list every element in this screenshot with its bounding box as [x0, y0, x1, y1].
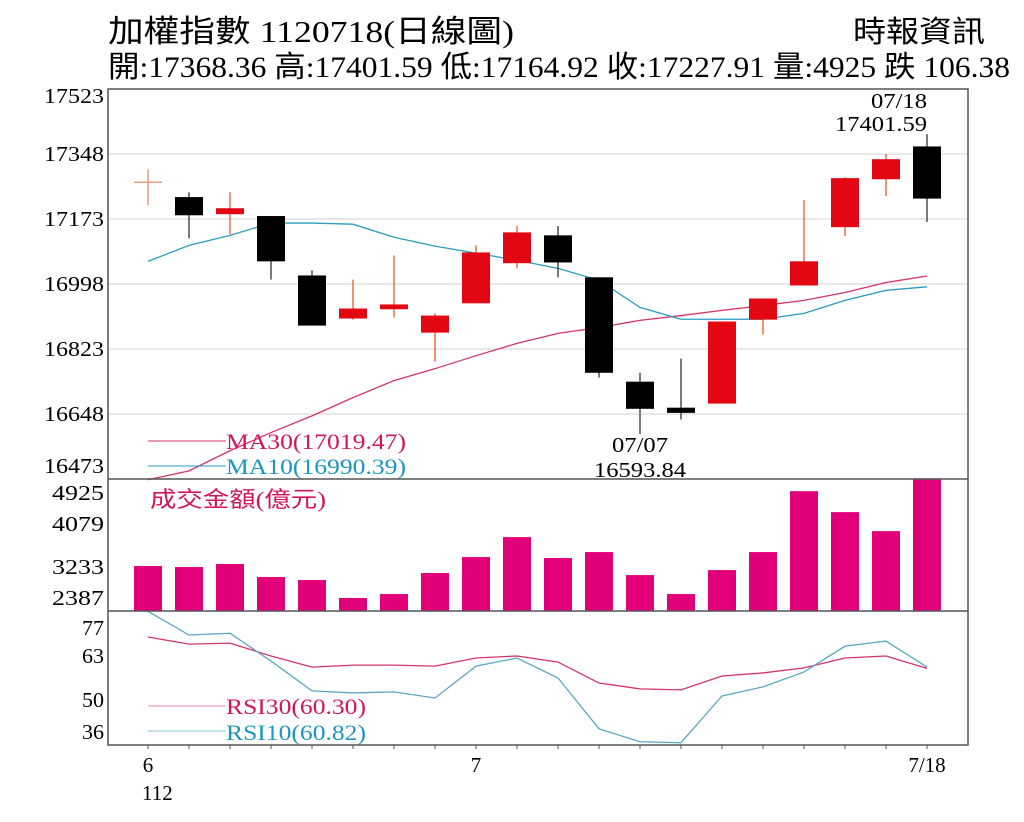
volume-bar	[175, 567, 203, 611]
candle-up	[216, 208, 244, 215]
candle-down	[667, 407, 695, 413]
low-annotation-value: 16593.84	[594, 458, 687, 482]
volume-bar	[626, 575, 654, 611]
volume-bar	[831, 512, 859, 611]
plot-frame	[107, 88, 969, 746]
volume-bar	[872, 531, 900, 611]
volume-bar	[585, 552, 613, 611]
rsi10-legend: RSI10(60.82)	[226, 720, 366, 745]
x-tick-label: 6	[143, 753, 154, 777]
candle-up	[872, 159, 900, 180]
candle-up	[790, 261, 818, 286]
chart-title: 加權指數 1120718(日線圖)	[108, 14, 514, 49]
ohlc-stats: 開:17368.36 高:17401.59 低:17164.92 收:17227…	[108, 51, 1010, 84]
candle-up	[831, 178, 859, 228]
price-tick-label: 17173	[44, 207, 104, 231]
rsi-tick-label: 50	[82, 688, 104, 712]
rsi30-line	[147, 636, 928, 691]
volume-bars	[134, 479, 941, 611]
volume-bar	[503, 537, 531, 611]
price-tick-label: 17348	[44, 142, 104, 166]
volume-bar	[749, 552, 777, 611]
volume-bar	[421, 573, 449, 611]
candle-down	[585, 277, 613, 373]
indicator-lines	[147, 222, 928, 744]
high-annotation-value: 17401.59	[835, 112, 927, 136]
volume-bar	[790, 491, 818, 611]
axis-labels: 17523 17348 17173 16998 16823 16648 16473 4925 4…	[44, 84, 946, 805]
candle-up	[749, 298, 777, 320]
candle-down	[298, 275, 326, 326]
candle-up	[462, 252, 490, 304]
rsi-tick-label: 36	[82, 720, 104, 744]
volume-bar	[257, 577, 285, 611]
volume-bar	[913, 479, 941, 611]
rsi-tick-label: 63	[82, 644, 104, 668]
price-tick-label: 16473	[44, 454, 104, 478]
candle-up	[380, 304, 408, 310]
price-tick-label: 16823	[44, 337, 104, 361]
ma30-legend: MA30(17019.47)	[226, 429, 406, 454]
volume-bar	[462, 557, 490, 611]
x-tick-sublabel: 112	[142, 781, 173, 805]
candle-down	[544, 235, 572, 263]
candlesticks	[134, 134, 941, 435]
volume-bar	[298, 580, 326, 611]
volume-bar	[380, 594, 408, 611]
candle-up	[503, 232, 531, 264]
volume-tick-label: 3233	[52, 555, 104, 579]
candle-down	[257, 216, 285, 262]
volume-bar	[134, 566, 162, 611]
volume-bar	[708, 570, 736, 611]
candle-down	[175, 197, 203, 216]
rsi30-legend: RSI30(60.30)	[226, 694, 366, 719]
ma10-legend: MA10(16990.39)	[226, 454, 406, 479]
candle-down	[626, 381, 654, 409]
price-tick-label: 17523	[44, 84, 104, 108]
volume-tick-label: 2387	[52, 586, 104, 610]
candle-up	[421, 315, 449, 333]
candle-up	[339, 308, 367, 319]
candle-up	[708, 321, 736, 404]
gridlines	[108, 153, 968, 415]
low-annotation-date: 07/07	[612, 433, 668, 457]
high-annotation-date: 07/18	[871, 89, 927, 113]
x-tick-label: 7	[471, 753, 482, 777]
volume-tick-label: 4925	[52, 481, 104, 505]
ma30-line	[147, 275, 928, 481]
volume-bar	[667, 594, 695, 611]
x-tick-label: 7/18	[908, 753, 945, 777]
candle-down	[913, 146, 941, 199]
source-label: 時報資訊	[853, 16, 985, 49]
volume-bar	[544, 558, 572, 611]
rsi-tick-label: 77	[82, 616, 104, 640]
volume-bar	[339, 597, 367, 611]
rsi10-line	[147, 610, 928, 744]
volume-bar	[216, 564, 244, 611]
volume-title: 成交金額(億元)	[150, 487, 326, 512]
price-tick-label: 16648	[44, 402, 104, 426]
volume-tick-label: 4079	[52, 512, 104, 536]
price-tick-label: 16998	[44, 272, 104, 296]
